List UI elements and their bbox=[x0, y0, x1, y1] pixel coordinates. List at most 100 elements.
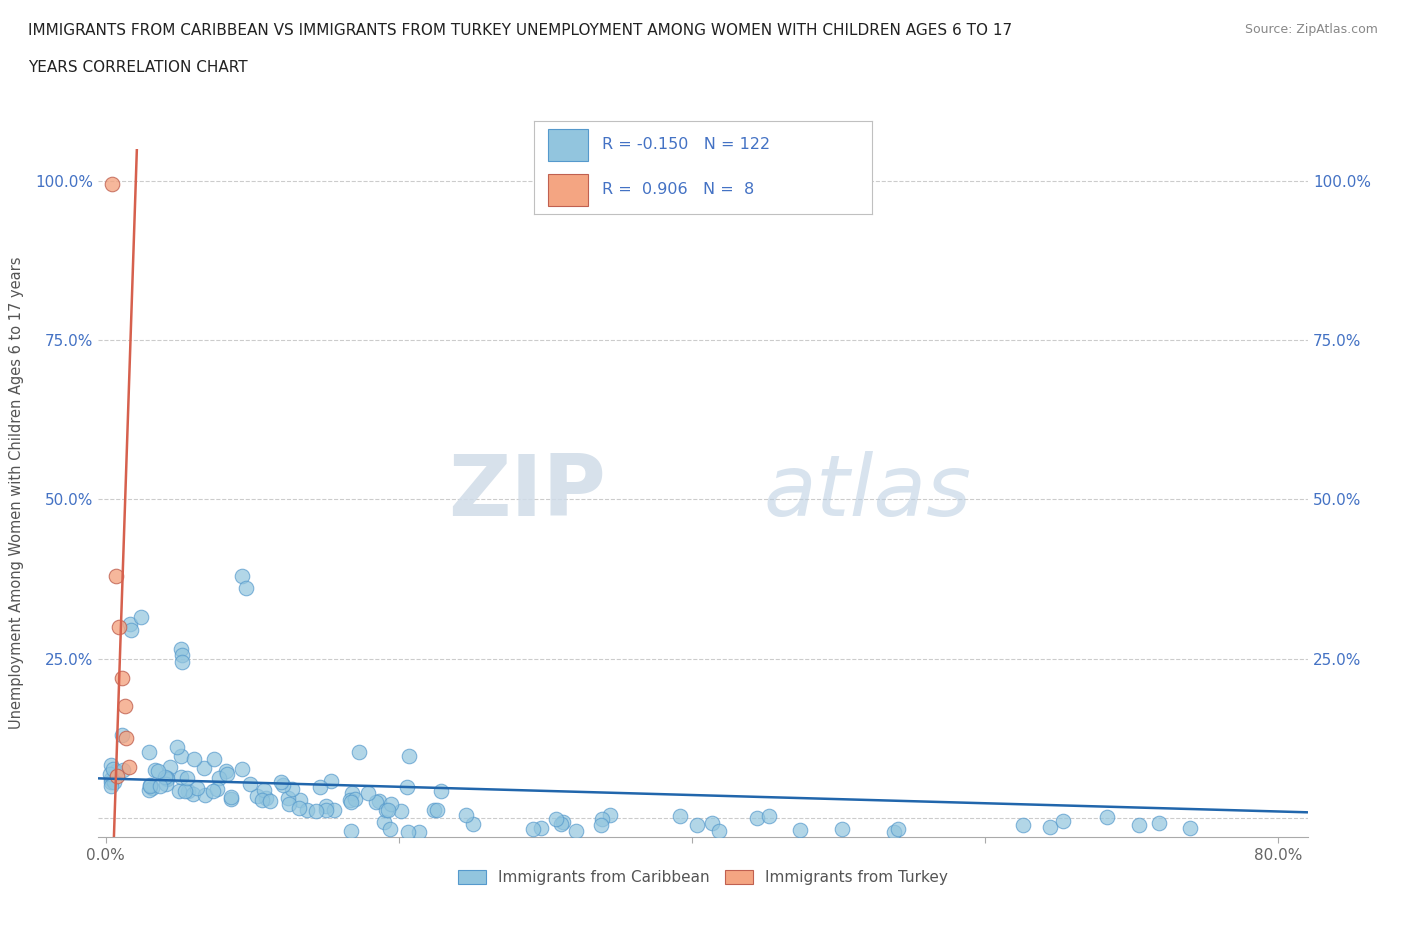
Point bbox=[564, 824, 586, 839]
Point bbox=[375, 803, 398, 817]
Point bbox=[831, 821, 853, 836]
Point bbox=[456, 808, 478, 823]
Point bbox=[156, 771, 179, 786]
Text: Source: ZipAtlas.com: Source: ZipAtlas.com bbox=[1244, 23, 1378, 36]
Point bbox=[270, 775, 292, 790]
Point bbox=[167, 784, 190, 799]
Point bbox=[280, 782, 302, 797]
Point bbox=[340, 785, 363, 800]
Point bbox=[380, 797, 402, 812]
Point bbox=[347, 744, 370, 759]
Point bbox=[155, 777, 177, 791]
Point bbox=[340, 824, 363, 839]
Point bbox=[138, 783, 160, 798]
Point bbox=[139, 777, 162, 792]
Point bbox=[169, 769, 191, 784]
Point bbox=[193, 788, 215, 803]
Point bbox=[253, 783, 276, 798]
Point bbox=[174, 783, 197, 798]
Point bbox=[377, 804, 399, 818]
Point bbox=[103, 775, 125, 790]
Point bbox=[215, 766, 238, 781]
Bar bbox=[548, 174, 588, 206]
Point bbox=[592, 812, 614, 827]
Point bbox=[288, 801, 311, 816]
Point bbox=[201, 783, 224, 798]
Point bbox=[530, 820, 553, 835]
Point bbox=[100, 758, 122, 773]
Point bbox=[589, 817, 612, 832]
Point bbox=[101, 762, 124, 777]
Point bbox=[221, 792, 243, 807]
Point bbox=[398, 749, 420, 764]
Point bbox=[430, 783, 453, 798]
Point bbox=[114, 699, 136, 714]
Point bbox=[789, 822, 811, 837]
Point bbox=[1039, 820, 1062, 835]
Point bbox=[246, 789, 269, 804]
Point bbox=[707, 824, 730, 839]
Point bbox=[186, 781, 208, 796]
Point bbox=[104, 764, 127, 778]
Point bbox=[112, 763, 135, 777]
Point bbox=[177, 783, 200, 798]
Point bbox=[343, 791, 366, 806]
Point bbox=[747, 811, 769, 826]
Point bbox=[98, 766, 121, 781]
Point bbox=[551, 815, 574, 830]
Point bbox=[205, 782, 228, 797]
Point bbox=[702, 816, 724, 830]
Point bbox=[115, 731, 138, 746]
Point bbox=[883, 825, 905, 840]
Point bbox=[886, 822, 908, 837]
Point bbox=[669, 809, 692, 824]
Point bbox=[138, 745, 160, 760]
Point bbox=[408, 824, 430, 839]
Point bbox=[1128, 817, 1150, 832]
Point bbox=[599, 808, 621, 823]
Point bbox=[215, 764, 238, 778]
Point bbox=[295, 803, 318, 817]
Bar bbox=[548, 129, 588, 161]
Point bbox=[238, 777, 260, 791]
Point bbox=[309, 779, 332, 794]
Text: ZIP: ZIP bbox=[449, 451, 606, 535]
Point bbox=[159, 759, 181, 774]
Text: IMMIGRANTS FROM CARIBBEAN VS IMMIGRANTS FROM TURKEY UNEMPLOYMENT AMONG WOMEN WIT: IMMIGRANTS FROM CARIBBEAN VS IMMIGRANTS … bbox=[28, 23, 1012, 38]
Point bbox=[208, 771, 231, 786]
Point bbox=[259, 793, 281, 808]
Point bbox=[231, 761, 253, 776]
Point bbox=[339, 792, 361, 807]
Point bbox=[170, 642, 193, 657]
Point bbox=[357, 785, 380, 800]
Point bbox=[141, 780, 163, 795]
Point bbox=[367, 793, 389, 808]
Point bbox=[463, 817, 485, 831]
Point bbox=[176, 770, 198, 785]
Point bbox=[146, 764, 169, 778]
Text: R = -0.150   N = 122: R = -0.150 N = 122 bbox=[602, 137, 770, 153]
Point bbox=[148, 779, 170, 794]
Point bbox=[373, 815, 395, 830]
Point bbox=[105, 568, 128, 583]
Point bbox=[231, 568, 253, 583]
Point bbox=[111, 671, 134, 685]
Point bbox=[202, 751, 225, 766]
Y-axis label: Unemployment Among Women with Children Ages 6 to 17 years: Unemployment Among Women with Children A… bbox=[8, 257, 24, 729]
Point bbox=[120, 622, 142, 637]
Point bbox=[143, 763, 166, 777]
Point bbox=[277, 790, 299, 805]
Point bbox=[155, 771, 177, 786]
Point bbox=[252, 792, 274, 807]
Point bbox=[221, 790, 243, 804]
Point bbox=[139, 778, 162, 793]
Point bbox=[685, 817, 707, 832]
Point bbox=[321, 774, 343, 789]
Point bbox=[544, 812, 567, 827]
Point bbox=[271, 777, 294, 792]
Point bbox=[100, 778, 122, 793]
Point bbox=[170, 749, 193, 764]
Point bbox=[305, 804, 328, 818]
Text: atlas: atlas bbox=[763, 451, 972, 535]
Point bbox=[170, 648, 193, 663]
